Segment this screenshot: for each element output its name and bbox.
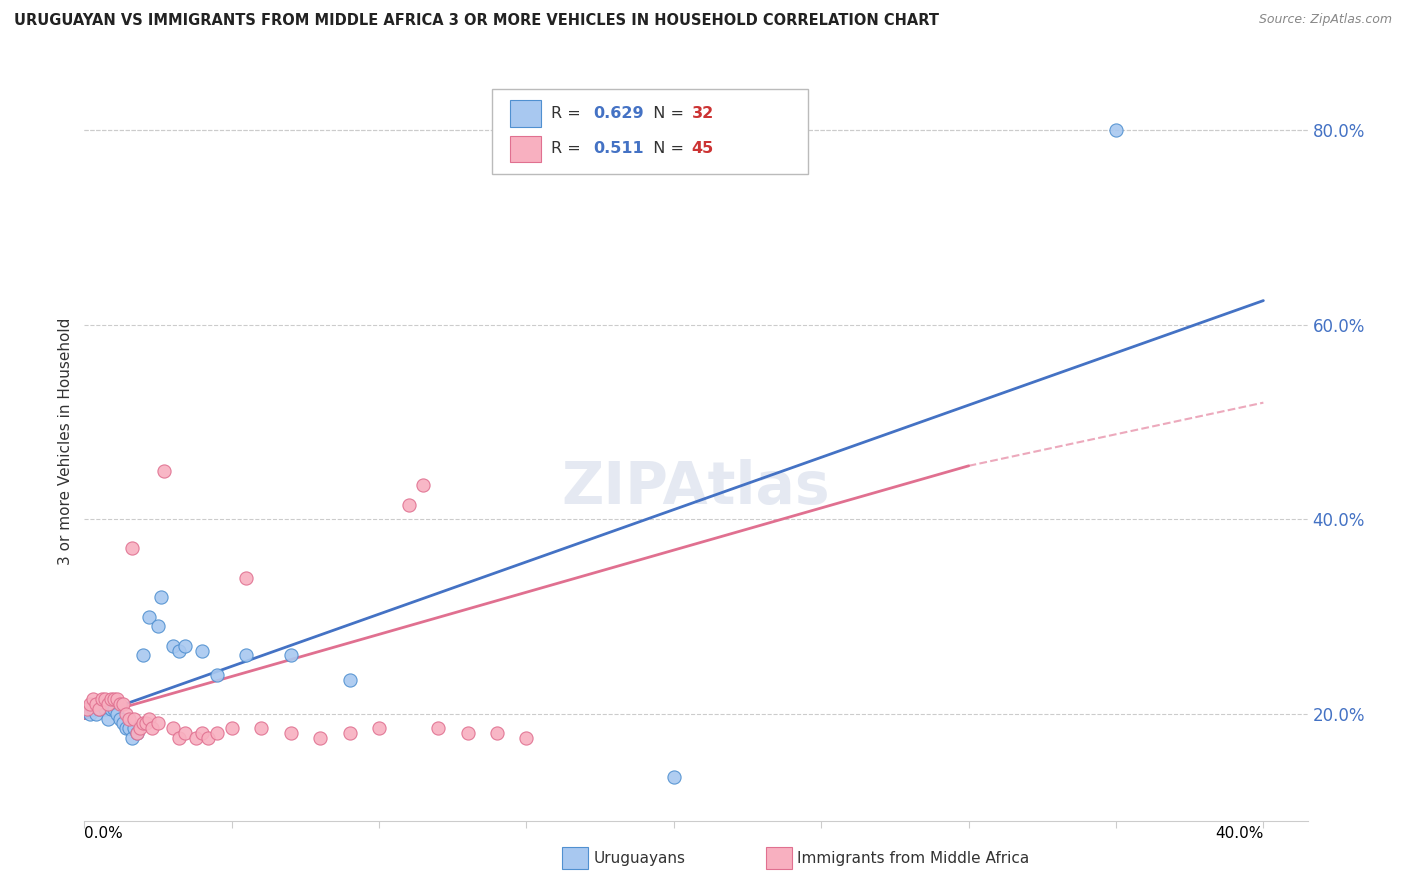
Point — [79, 697, 101, 711]
Point — [309, 731, 332, 745]
Text: Immigrants from Middle Africa: Immigrants from Middle Africa — [797, 851, 1029, 865]
Point — [105, 706, 128, 721]
Text: N =: N = — [643, 106, 689, 120]
Point — [173, 639, 195, 653]
Point — [121, 731, 143, 745]
Text: 32: 32 — [692, 106, 714, 120]
Point — [167, 731, 190, 745]
Y-axis label: 3 or more Vehicles in Household: 3 or more Vehicles in Household — [58, 318, 73, 566]
Text: N =: N = — [643, 142, 689, 156]
Point — [111, 697, 134, 711]
Point — [97, 712, 120, 726]
Text: Source: ZipAtlas.com: Source: ZipAtlas.com — [1258, 13, 1392, 27]
Text: Uruguayans: Uruguayans — [593, 851, 685, 865]
Point — [515, 731, 537, 745]
Point — [87, 702, 110, 716]
Point — [427, 721, 450, 735]
Point — [135, 716, 157, 731]
Point — [82, 702, 104, 716]
Text: R =: R = — [551, 106, 586, 120]
Text: 40.0%: 40.0% — [1215, 825, 1264, 840]
Point — [150, 590, 173, 604]
Point — [84, 706, 107, 721]
Point — [103, 692, 125, 706]
Point — [121, 541, 143, 556]
Point — [368, 721, 391, 735]
Point — [280, 726, 302, 740]
Point — [76, 702, 98, 716]
Text: 0.0%: 0.0% — [84, 825, 124, 840]
Text: R =: R = — [551, 142, 586, 156]
Text: URUGUAYAN VS IMMIGRANTS FROM MIDDLE AFRICA 3 OR MORE VEHICLES IN HOUSEHOLD CORRE: URUGUAYAN VS IMMIGRANTS FROM MIDDLE AFRI… — [14, 13, 939, 29]
Point — [94, 692, 117, 706]
Text: 0.511: 0.511 — [593, 142, 644, 156]
Point — [103, 702, 125, 716]
Point — [186, 731, 208, 745]
Point — [662, 770, 685, 784]
Text: 45: 45 — [692, 142, 714, 156]
Text: ZIPAtlas: ZIPAtlas — [561, 458, 831, 516]
Point — [127, 726, 149, 740]
Point — [162, 639, 184, 653]
Point — [97, 697, 120, 711]
Point — [108, 712, 131, 726]
Point — [132, 648, 155, 663]
Point — [250, 721, 273, 735]
Point — [162, 721, 184, 735]
Point — [114, 706, 136, 721]
Point — [91, 692, 114, 706]
Point — [339, 673, 361, 687]
Point — [138, 712, 160, 726]
Point — [205, 668, 228, 682]
Point — [82, 692, 104, 706]
Point — [127, 726, 149, 740]
Point — [221, 721, 243, 735]
Text: 0.629: 0.629 — [593, 106, 644, 120]
Point — [197, 731, 219, 745]
Point — [235, 571, 257, 585]
Point — [485, 726, 508, 740]
Point — [132, 716, 155, 731]
Point — [100, 702, 122, 716]
Point — [339, 726, 361, 740]
Point — [205, 726, 228, 740]
Point — [117, 712, 139, 726]
Point — [1105, 123, 1128, 137]
Point — [94, 702, 117, 716]
Point — [191, 726, 214, 740]
Point — [117, 721, 139, 735]
Point — [280, 648, 302, 663]
Point — [76, 702, 98, 716]
Point — [124, 721, 146, 735]
Point — [79, 706, 101, 721]
Point — [114, 721, 136, 735]
Point — [105, 692, 128, 706]
Point — [91, 697, 114, 711]
Point — [146, 716, 169, 731]
Point — [173, 726, 195, 740]
Point — [87, 702, 110, 716]
Point — [84, 697, 107, 711]
Point — [167, 643, 190, 657]
Point — [153, 464, 176, 478]
Point — [111, 716, 134, 731]
Point — [235, 648, 257, 663]
Point — [146, 619, 169, 633]
Point — [141, 721, 163, 735]
Point — [138, 609, 160, 624]
Point — [108, 697, 131, 711]
Point — [457, 726, 479, 740]
Point — [412, 478, 434, 492]
Point — [100, 692, 122, 706]
Point — [191, 643, 214, 657]
Point — [129, 721, 152, 735]
Point — [398, 498, 420, 512]
Point — [124, 712, 146, 726]
